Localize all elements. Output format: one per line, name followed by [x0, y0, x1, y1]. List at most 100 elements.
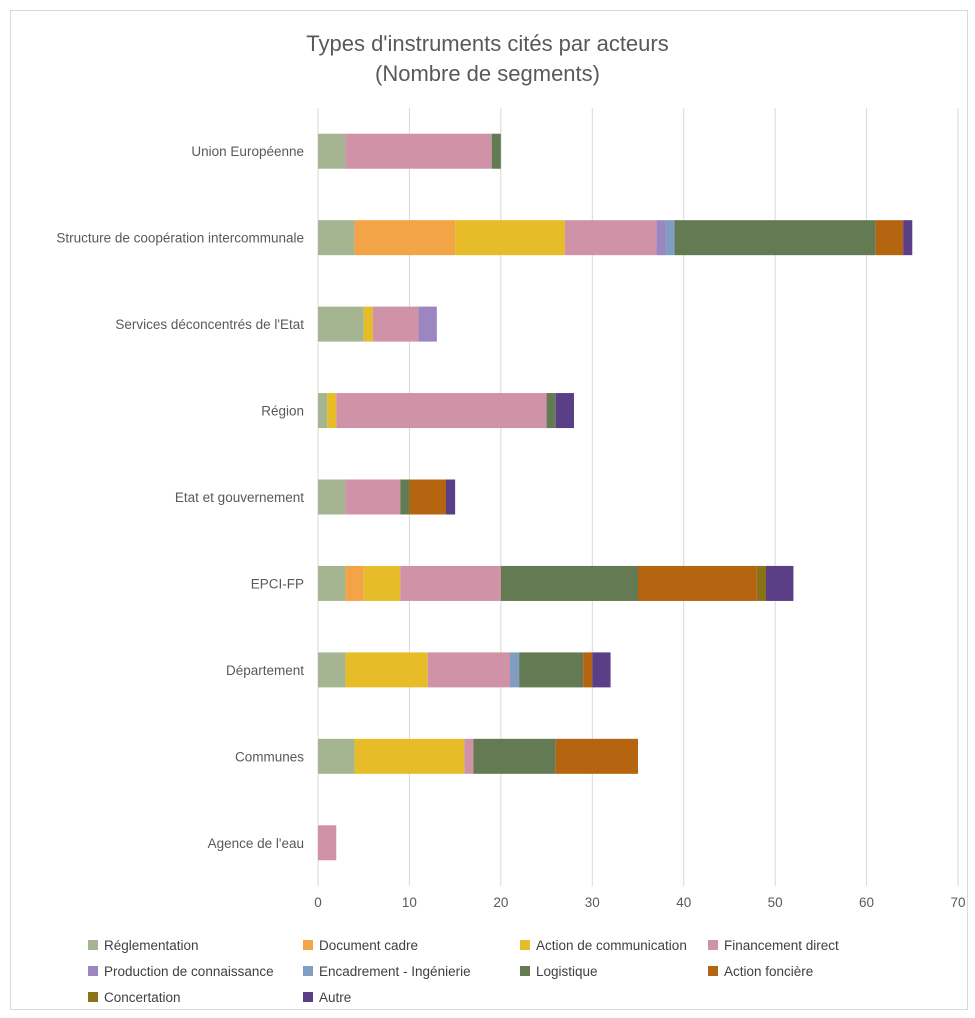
- bar-segment: [327, 393, 337, 429]
- bar-segment: [875, 220, 904, 256]
- legend-label: Production de connaissance: [104, 963, 274, 979]
- bar-segment: [473, 738, 556, 774]
- legend-item: Logistique: [520, 964, 598, 979]
- bar-segment: [446, 479, 456, 515]
- legend-swatch: [88, 966, 98, 976]
- x-tick-label: 50: [768, 895, 783, 910]
- legend-item: Concertation: [88, 990, 181, 1005]
- chart-title: Types d'instruments cités par acteurs: [306, 31, 669, 56]
- legend-item: Financement direct: [708, 938, 839, 953]
- category-label: Etat et gouvernement: [175, 490, 304, 505]
- category-label: Services déconcentrés de l'Etat: [115, 317, 304, 332]
- bar-segment: [656, 220, 666, 256]
- legend-label: Encadrement - Ingénierie: [319, 963, 471, 979]
- bar-segment: [318, 220, 355, 256]
- category-label: Communes: [235, 749, 304, 764]
- bar-segment: [500, 565, 638, 601]
- legend-label: Financement direct: [724, 937, 839, 953]
- legend-swatch: [303, 992, 313, 1002]
- bar-segment: [519, 652, 584, 688]
- category-label: Région: [261, 404, 304, 419]
- legend-swatch: [708, 940, 718, 950]
- bar-segment: [464, 738, 474, 774]
- bar-segment: [555, 738, 638, 774]
- bar-segment: [583, 652, 593, 688]
- legend-label: Concertation: [104, 989, 181, 1005]
- bar-segment: [345, 652, 428, 688]
- legend-swatch: [520, 940, 530, 950]
- legend-label: Document cadre: [319, 937, 419, 953]
- bar-segment: [336, 393, 547, 429]
- chart-subtitle: (Nombre de segments): [375, 61, 600, 86]
- bar-segment: [510, 652, 520, 688]
- bar-segment: [318, 393, 328, 429]
- legend-item: Autre: [303, 990, 351, 1005]
- legend-swatch: [88, 992, 98, 1002]
- bar-segment: [372, 306, 419, 342]
- legend-item: Encadrement - Ingénierie: [303, 964, 471, 979]
- bar-segment: [766, 565, 794, 601]
- legend-row: Réglementation Document cadre Action de co…: [10, 932, 968, 958]
- legend-label: Autre: [319, 989, 352, 1005]
- legend-item: Réglementation: [88, 938, 199, 953]
- legend-item: Production de connaissance: [88, 964, 274, 979]
- bar-segment: [427, 652, 510, 688]
- category-label: Département: [226, 663, 304, 678]
- x-tick-label: 40: [676, 895, 691, 910]
- bar-segment: [345, 479, 401, 515]
- category-label: Agence de l'eau: [208, 836, 304, 851]
- bar-segment: [455, 220, 565, 256]
- bar-segment: [638, 565, 757, 601]
- bar-segment: [354, 738, 465, 774]
- bar-segment: [318, 306, 364, 342]
- legend-item: Action foncière: [708, 964, 813, 979]
- bar-segment: [592, 652, 611, 688]
- legend-swatch: [303, 940, 313, 950]
- chart-legend: Réglementation Document cadre Action de co…: [10, 932, 968, 1010]
- chart-frame: [10, 10, 968, 1010]
- legend-item: Action de communication: [520, 938, 687, 953]
- bar-segment: [400, 565, 501, 601]
- legend-swatch: [708, 966, 718, 976]
- legend-label: Logistique: [536, 963, 598, 979]
- bar-segment: [756, 565, 766, 601]
- legend-item: Document cadre: [303, 938, 418, 953]
- bar-segment: [418, 306, 437, 342]
- x-tick-label: 30: [585, 895, 600, 910]
- bar-chart: 0 10 20 30 40 50 60 70 Union Européenne Structure…: [56, 108, 966, 910]
- x-tick-label: 20: [493, 895, 508, 910]
- category-label: Union Européenne: [191, 144, 304, 159]
- bar-segment: [318, 652, 346, 688]
- legend-label: Action de communication: [536, 937, 687, 953]
- legend-swatch: [303, 966, 313, 976]
- bar-segment: [546, 393, 556, 429]
- bar-segment: [555, 393, 574, 429]
- bar-segment: [318, 479, 346, 515]
- legend-swatch: [88, 940, 98, 950]
- x-tick-label: 60: [859, 895, 874, 910]
- legend-swatch: [520, 966, 530, 976]
- bar-segment: [409, 479, 446, 515]
- bar-segment: [318, 565, 346, 601]
- x-tick-label: 70: [950, 895, 965, 910]
- bar-segment: [345, 565, 364, 601]
- legend-label: Action foncière: [724, 963, 814, 979]
- bar-segment: [345, 133, 492, 169]
- legend-row: Production de connaissance Encadrement - …: [10, 958, 968, 984]
- bar-segment: [318, 133, 346, 169]
- legend-row: Concertation Autre: [10, 984, 968, 1010]
- bar-segment: [674, 220, 876, 256]
- bar-segment: [903, 220, 913, 256]
- category-label: Structure de coopération intercommunale: [56, 231, 304, 246]
- bar-segment: [318, 825, 337, 861]
- bar-segment: [354, 220, 456, 256]
- x-tick-label: 10: [402, 895, 417, 910]
- bar-segment: [363, 306, 373, 342]
- x-tick-label: 0: [314, 895, 322, 910]
- bar-segment: [400, 479, 410, 515]
- bar-segment: [564, 220, 657, 256]
- bar-segment: [491, 133, 501, 169]
- category-label: EPCI-FP: [251, 576, 304, 591]
- bar-segment: [363, 565, 401, 601]
- legend-label: Réglementation: [104, 937, 199, 953]
